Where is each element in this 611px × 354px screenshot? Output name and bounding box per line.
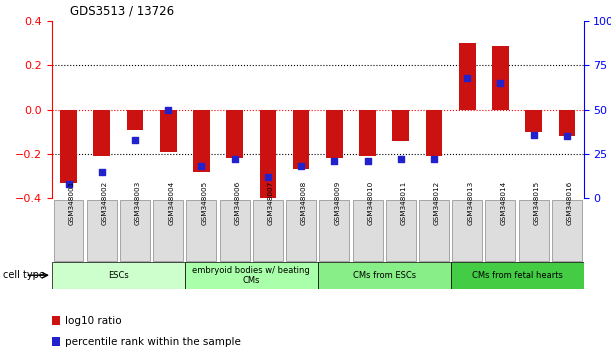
Bar [525,110,542,132]
Text: GSM348002: GSM348002 [102,181,108,225]
Point [130,137,140,143]
Text: GSM348010: GSM348010 [368,181,373,225]
Point [363,158,373,164]
Text: CMs from fetal hearts: CMs from fetal hearts [472,271,563,280]
FancyBboxPatch shape [318,262,450,289]
FancyBboxPatch shape [52,262,185,289]
Bar [392,110,409,141]
Bar [160,110,177,152]
Point [529,132,538,137]
FancyBboxPatch shape [452,200,482,261]
Bar [60,110,77,183]
Point [64,181,73,187]
Point [163,107,173,113]
Bar [52,337,60,346]
Bar [359,110,376,156]
Bar [226,110,243,159]
Bar [459,44,475,110]
Point [429,156,439,162]
Bar [326,110,343,159]
Bar [426,110,442,156]
FancyBboxPatch shape [386,200,415,261]
Text: GSM348013: GSM348013 [467,181,474,225]
FancyBboxPatch shape [153,200,183,261]
Text: GSM348003: GSM348003 [135,181,141,225]
Point [463,75,472,81]
FancyBboxPatch shape [519,200,549,261]
Point [197,164,207,169]
Point [296,164,306,169]
Text: GSM348009: GSM348009 [334,181,340,225]
Point [562,133,572,139]
Point [263,174,273,180]
Bar [558,110,575,136]
FancyBboxPatch shape [120,200,150,261]
Bar [193,110,210,172]
Point [329,158,339,164]
Text: GSM348014: GSM348014 [500,181,507,225]
FancyBboxPatch shape [552,200,582,261]
Text: cell type: cell type [3,270,45,280]
Text: GSM348015: GSM348015 [533,181,540,225]
FancyBboxPatch shape [54,200,84,261]
FancyBboxPatch shape [353,200,382,261]
Bar [93,110,110,156]
FancyBboxPatch shape [286,200,316,261]
Bar [492,46,509,110]
FancyBboxPatch shape [419,200,449,261]
FancyBboxPatch shape [253,200,283,261]
Text: ESCs: ESCs [108,271,129,280]
FancyBboxPatch shape [450,262,584,289]
Text: GSM348007: GSM348007 [268,181,274,225]
Text: embryoid bodies w/ beating
CMs: embryoid bodies w/ beating CMs [192,266,310,285]
Point [97,169,107,175]
Text: log10 ratio: log10 ratio [65,316,122,326]
Text: GSM348001: GSM348001 [68,181,75,225]
Bar [126,110,144,130]
Text: CMs from ESCs: CMs from ESCs [353,271,415,280]
FancyBboxPatch shape [486,200,516,261]
Text: GSM348008: GSM348008 [301,181,307,225]
Point [396,156,406,162]
Text: GSM348012: GSM348012 [434,181,440,225]
Text: percentile rank within the sample: percentile rank within the sample [65,337,241,347]
Bar [260,110,276,198]
Text: GSM348016: GSM348016 [567,181,573,225]
FancyBboxPatch shape [186,200,216,261]
Point [230,156,240,162]
FancyBboxPatch shape [320,200,349,261]
Text: GSM348004: GSM348004 [168,181,174,225]
Text: GSM348006: GSM348006 [235,181,241,225]
FancyBboxPatch shape [185,262,318,289]
Point [496,80,505,86]
Text: GSM348005: GSM348005 [202,181,208,225]
Bar [293,110,309,170]
Text: GDS3513 / 13726: GDS3513 / 13726 [70,5,174,18]
Bar [52,316,60,325]
FancyBboxPatch shape [87,200,117,261]
Text: GSM348011: GSM348011 [401,181,407,225]
FancyBboxPatch shape [220,200,250,261]
